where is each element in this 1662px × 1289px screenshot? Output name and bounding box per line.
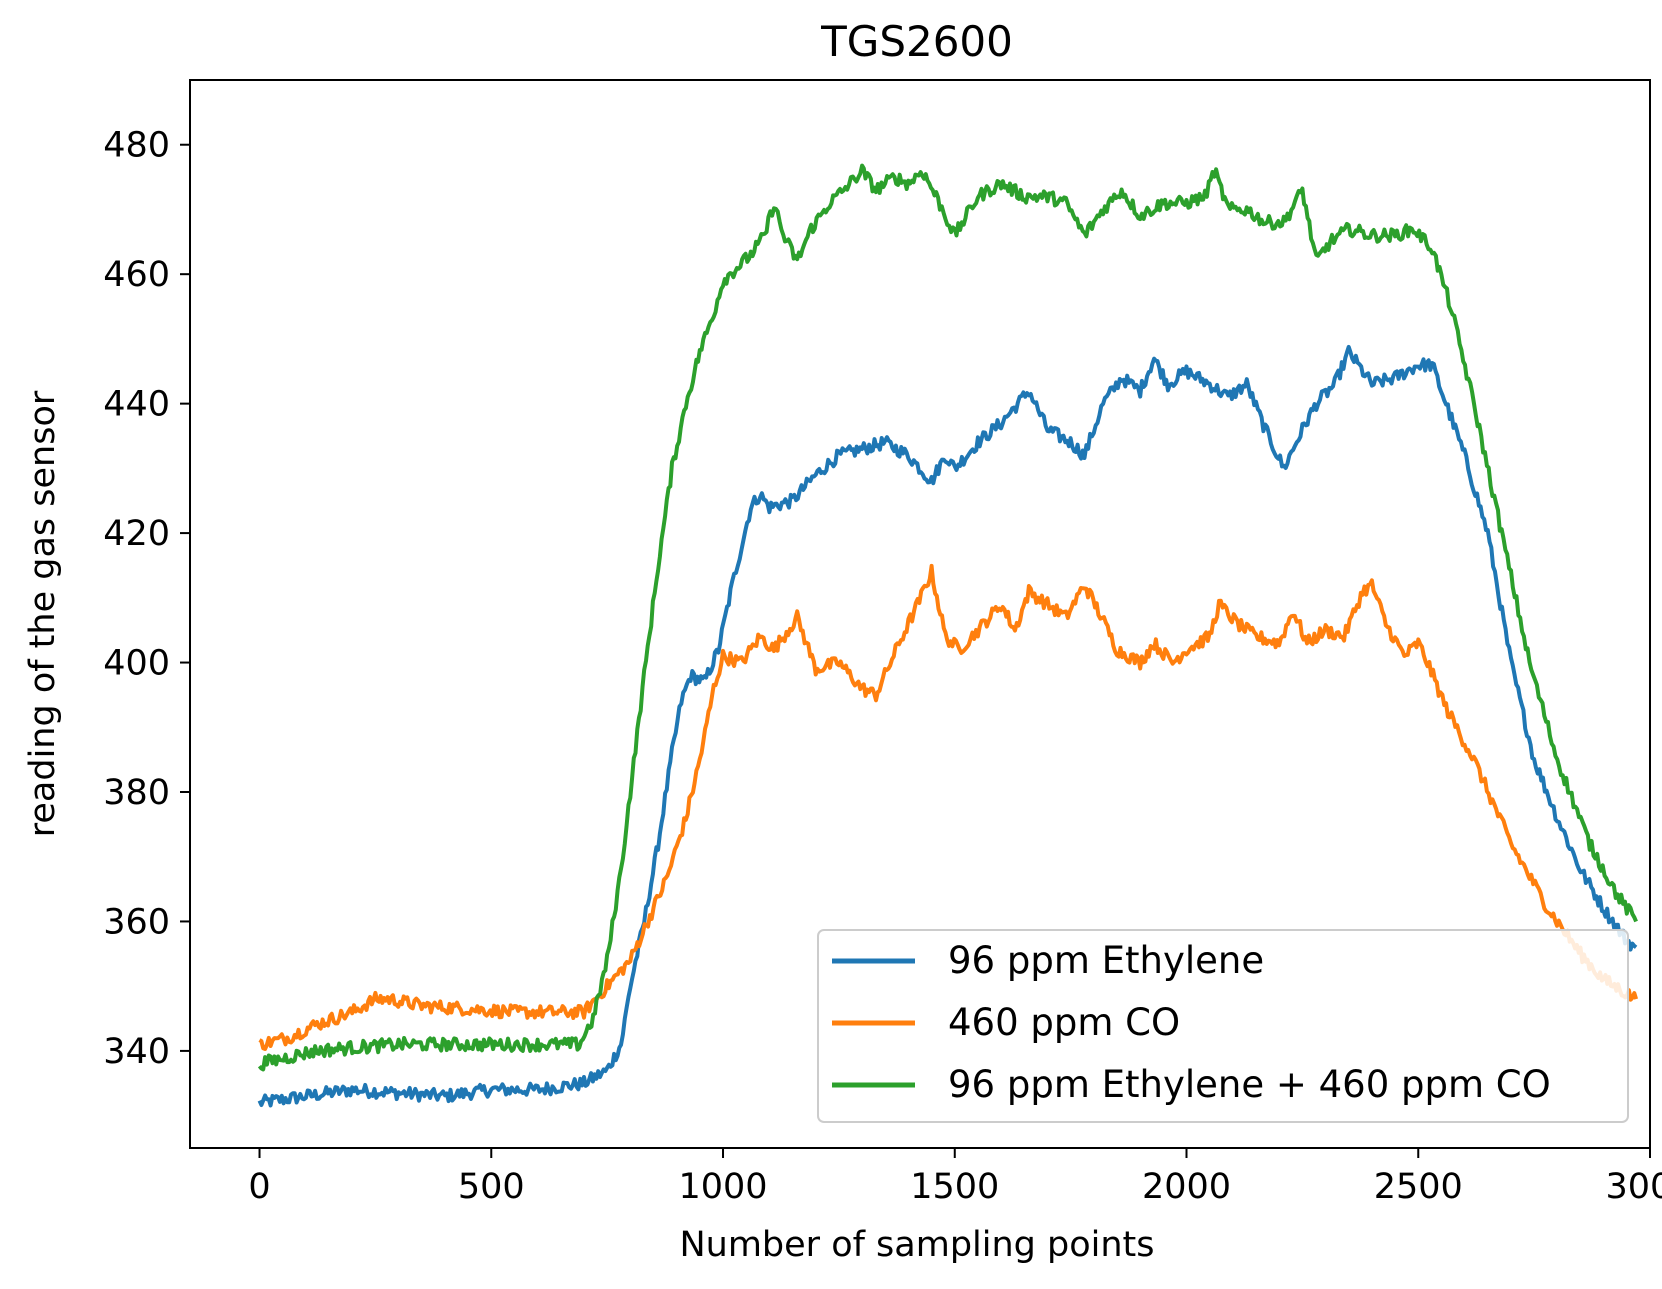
y-tick-label: 400	[103, 644, 170, 684]
series-line-ethylene-co	[257, 163, 1638, 1072]
x-tick-label: 500	[458, 1167, 525, 1207]
y-axis-label: reading of the gas sensor	[23, 390, 63, 837]
x-axis-label: Number of sampling points	[679, 1225, 1154, 1265]
y-tick-label: 380	[103, 773, 170, 813]
x-axis-ticks: 0 500 1000 1500 2000 2500 3000	[248, 1148, 1662, 1207]
legend: 96 ppm Ethylene 460 ppm CO 96 ppm Ethyle…	[817, 929, 1629, 1123]
chart-title: TGS2600	[820, 17, 1013, 66]
y-tick-label: 440	[103, 385, 170, 425]
legend-label-co: 460 ppm CO	[948, 1001, 1180, 1044]
x-tick-label: 0	[248, 1167, 270, 1207]
y-tick-label: 360	[103, 902, 170, 942]
x-tick-label: 2500	[1374, 1167, 1463, 1207]
series-layer	[257, 163, 1639, 1108]
x-tick-label: 1500	[910, 1167, 999, 1207]
y-tick-label: 480	[103, 126, 170, 166]
y-tick-label: 340	[103, 1032, 170, 1072]
series-line-co	[258, 563, 1639, 1051]
series-line-ethylene	[257, 344, 1638, 1108]
legend-label-ethylene: 96 ppm Ethylene	[948, 939, 1264, 982]
x-tick-label: 3000	[1605, 1167, 1662, 1207]
x-tick-label: 2000	[1142, 1167, 1231, 1207]
x-tick-label: 1000	[678, 1167, 767, 1207]
plot-frame	[189, 79, 1651, 1149]
legend-label-ethylene-co: 96 ppm Ethylene + 460 ppm CO	[948, 1063, 1551, 1106]
y-tick-label: 460	[103, 255, 170, 295]
y-tick-label: 420	[103, 514, 170, 554]
legend-box	[817, 929, 1629, 1123]
y-axis-ticks: 340 360 380 400 420 440 460 480	[103, 126, 190, 1072]
